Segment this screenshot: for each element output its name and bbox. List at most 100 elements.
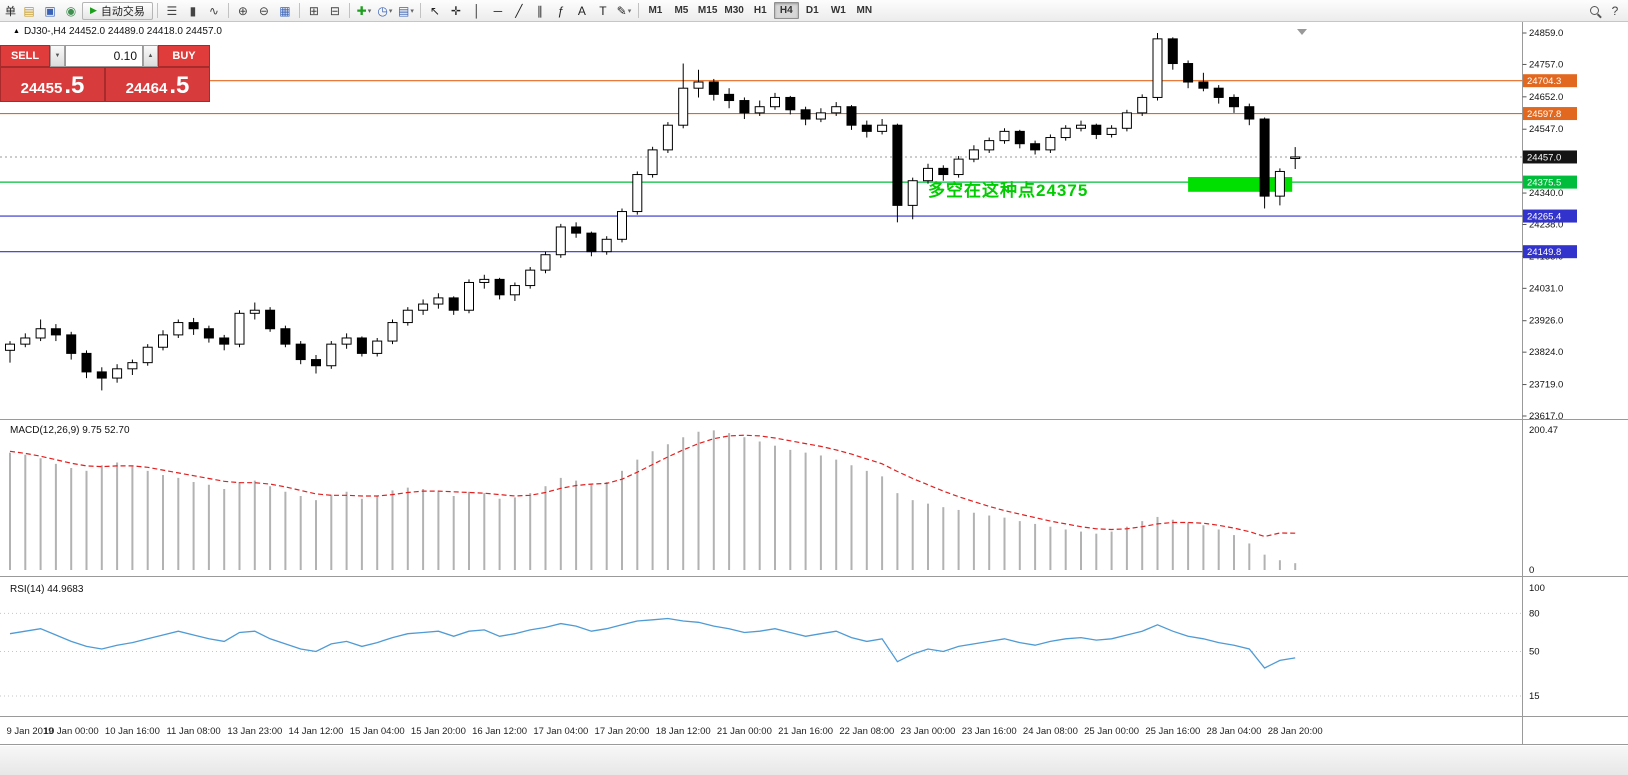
templates-icon: ▤ [397, 3, 410, 18]
price-axis-label: 24757.0 [1529, 59, 1563, 70]
fibonacci-icon[interactable]: ƒ [551, 2, 571, 20]
macd-label: MACD(12,26,9) 9.75 52.70 [10, 425, 130, 436]
rsi-panel: RSI(14) 44.9683 100 80 50 15 [0, 583, 1545, 702]
arrows-icon[interactable]: ✎ ▾ [614, 2, 634, 20]
time-axis-label: 24 Jan 08:00 [1023, 726, 1078, 737]
timeframe-m1[interactable]: M1 [648, 5, 663, 16]
bar-chart-icon[interactable]: ☰ [162, 2, 182, 20]
timeframe-w1[interactable]: W1 [830, 5, 846, 16]
chart-shift-marker-icon[interactable] [1297, 29, 1307, 35]
crosshair-icon[interactable]: ✛ [446, 2, 466, 20]
terminal-icon[interactable]: ▣ [40, 2, 60, 20]
chart-annotation-note: 多空在这种点24375 [928, 181, 1089, 200]
price-axis-label: 24859.0 [1529, 28, 1563, 39]
cursor-icon[interactable]: ↖ [425, 2, 445, 20]
cascade-windows-icon[interactable]: ⊟ [325, 2, 345, 20]
tile-windows-icon: ⊞ [308, 3, 319, 18]
rsi-axis-label: 15 [1529, 691, 1540, 702]
periods-icon-dropdown[interactable]: ▾ [388, 7, 393, 15]
volume-stepper-up[interactable]: ▲ [143, 45, 158, 67]
volume-input[interactable] [65, 45, 143, 67]
periods-icon[interactable]: ◷ ▾ [375, 2, 395, 20]
templates-icon-dropdown[interactable]: ▾ [410, 7, 414, 15]
panel-separators[interactable] [0, 419, 1628, 745]
toolbar-separator [419, 3, 421, 18]
price-badge-label: 24597.8 [1527, 109, 1561, 120]
time-axis-label: 25 Jan 00:00 [1084, 726, 1139, 737]
price-axis-label: 23719.0 [1529, 380, 1563, 391]
buy-price-display[interactable]: 24464 .5 [105, 67, 210, 102]
zoom-in-icon[interactable]: ⊕ [233, 2, 253, 20]
charts-icon: ▤ [23, 3, 35, 18]
timeframe-h4[interactable]: H4 [773, 2, 799, 19]
arrows-icon-dropdown[interactable]: ▾ [627, 7, 632, 15]
price-axis-label: 24547.0 [1529, 124, 1563, 135]
charts-icon[interactable]: ▤ [19, 2, 39, 20]
toolbar-separator [637, 3, 639, 18]
candlestick-chart-icon[interactable]: ▮ [183, 2, 203, 20]
macd-panel: MACD(12,26,9) 9.75 52.70 200.47 0 [9, 425, 1558, 576]
crosshair-icon: ✛ [450, 3, 461, 18]
line-chart-icon: ∿ [208, 3, 219, 18]
text-icon: A [577, 3, 586, 18]
new-order-button[interactable]: 单 [5, 5, 16, 18]
price-badge-label: 24265.4 [1527, 212, 1561, 223]
sell-button[interactable]: SELL [0, 45, 50, 67]
timeframe-m30[interactable]: M30 [724, 5, 744, 16]
price-axis-label: 23617.0 [1529, 411, 1563, 422]
rsi-axis-label: 50 [1529, 647, 1540, 658]
timeframe-m5[interactable]: M5 [674, 5, 689, 16]
time-axis-label: 11 Jan 08:00 [166, 726, 220, 737]
text-label-icon[interactable]: T [593, 2, 613, 20]
time-axis-label: 23 Jan 00:00 [901, 726, 956, 737]
price-badge [1523, 209, 1577, 223]
sell-price-main: 24455 [20, 80, 63, 97]
templates-icon[interactable]: ▤ ▾ [396, 2, 416, 20]
buy-price-main: 24464 [125, 80, 168, 97]
timeframe-m15[interactable]: M15 [697, 5, 718, 16]
sell-price-display[interactable]: 24455 .5 [0, 67, 105, 102]
help-button[interactable]: ? [1611, 3, 1619, 18]
zoom-out-icon: ⊖ [258, 3, 269, 18]
rsi-axis-label: 100 [1529, 583, 1545, 594]
auto-trading-button[interactable]: ▶ 自动交易 [82, 1, 153, 20]
buy-button[interactable]: BUY [158, 45, 210, 67]
trendline-icon: ╱ [515, 3, 523, 18]
price-badge-label: 24457.0 [1527, 152, 1561, 163]
arrows-icon: ✎ [616, 3, 627, 18]
vertical-line-icon: │ [473, 3, 481, 18]
trade-options-dropdown[interactable]: ▼ [50, 45, 65, 67]
indicators-add-icon[interactable]: ✚ ▾ [354, 2, 374, 20]
timeframe-d1[interactable]: D1 [805, 5, 819, 16]
search-button[interactable] [1584, 2, 1604, 20]
vertical-line-icon[interactable]: │ [467, 2, 487, 20]
time-axis-label: 28 Jan 20:00 [1268, 726, 1323, 737]
text-icon[interactable]: A [572, 2, 592, 20]
cascade-windows-icon: ⊟ [329, 3, 340, 18]
price-axis-label: 23926.0 [1529, 316, 1563, 327]
timeframe-h1[interactable]: H1 [753, 5, 767, 16]
trade-panel-controls-row: SELL ▼ ▲ BUY [0, 45, 210, 67]
price-axis-label: 23824.0 [1529, 347, 1563, 358]
rsi-line [9, 617, 1296, 669]
grid-icon[interactable]: ▦ [275, 2, 295, 20]
equidistant-channel-icon[interactable]: ∥ [530, 2, 550, 20]
navigator-icon[interactable]: ◉ [61, 2, 81, 20]
text-label-icon: T [599, 3, 607, 18]
auto-trading-button-label: 自动交易 [100, 5, 145, 18]
tile-windows-icon[interactable]: ⊞ [304, 2, 324, 20]
trendline-icon[interactable]: ╱ [509, 2, 529, 20]
cursor-icon: ↖ [429, 3, 440, 18]
time-axis-label: 21 Jan 00:00 [717, 726, 772, 737]
horizontal-line-icon[interactable]: ─ [488, 2, 508, 20]
line-chart-icon[interactable]: ∿ [204, 2, 224, 20]
timeframe-mn[interactable]: MN [856, 5, 873, 16]
time-axis-label: 10 Jan 00:00 [44, 726, 99, 737]
zoom-out-icon[interactable]: ⊖ [254, 2, 274, 20]
horizontal-level-lines[interactable] [0, 80, 1523, 253]
indicators-add-icon-dropdown[interactable]: ▾ [367, 7, 372, 15]
one-click-trading-panel: SELL ▼ ▲ BUY 24455 .5 24464 .5 [0, 45, 210, 102]
bar-chart-icon: ☰ [166, 3, 178, 18]
